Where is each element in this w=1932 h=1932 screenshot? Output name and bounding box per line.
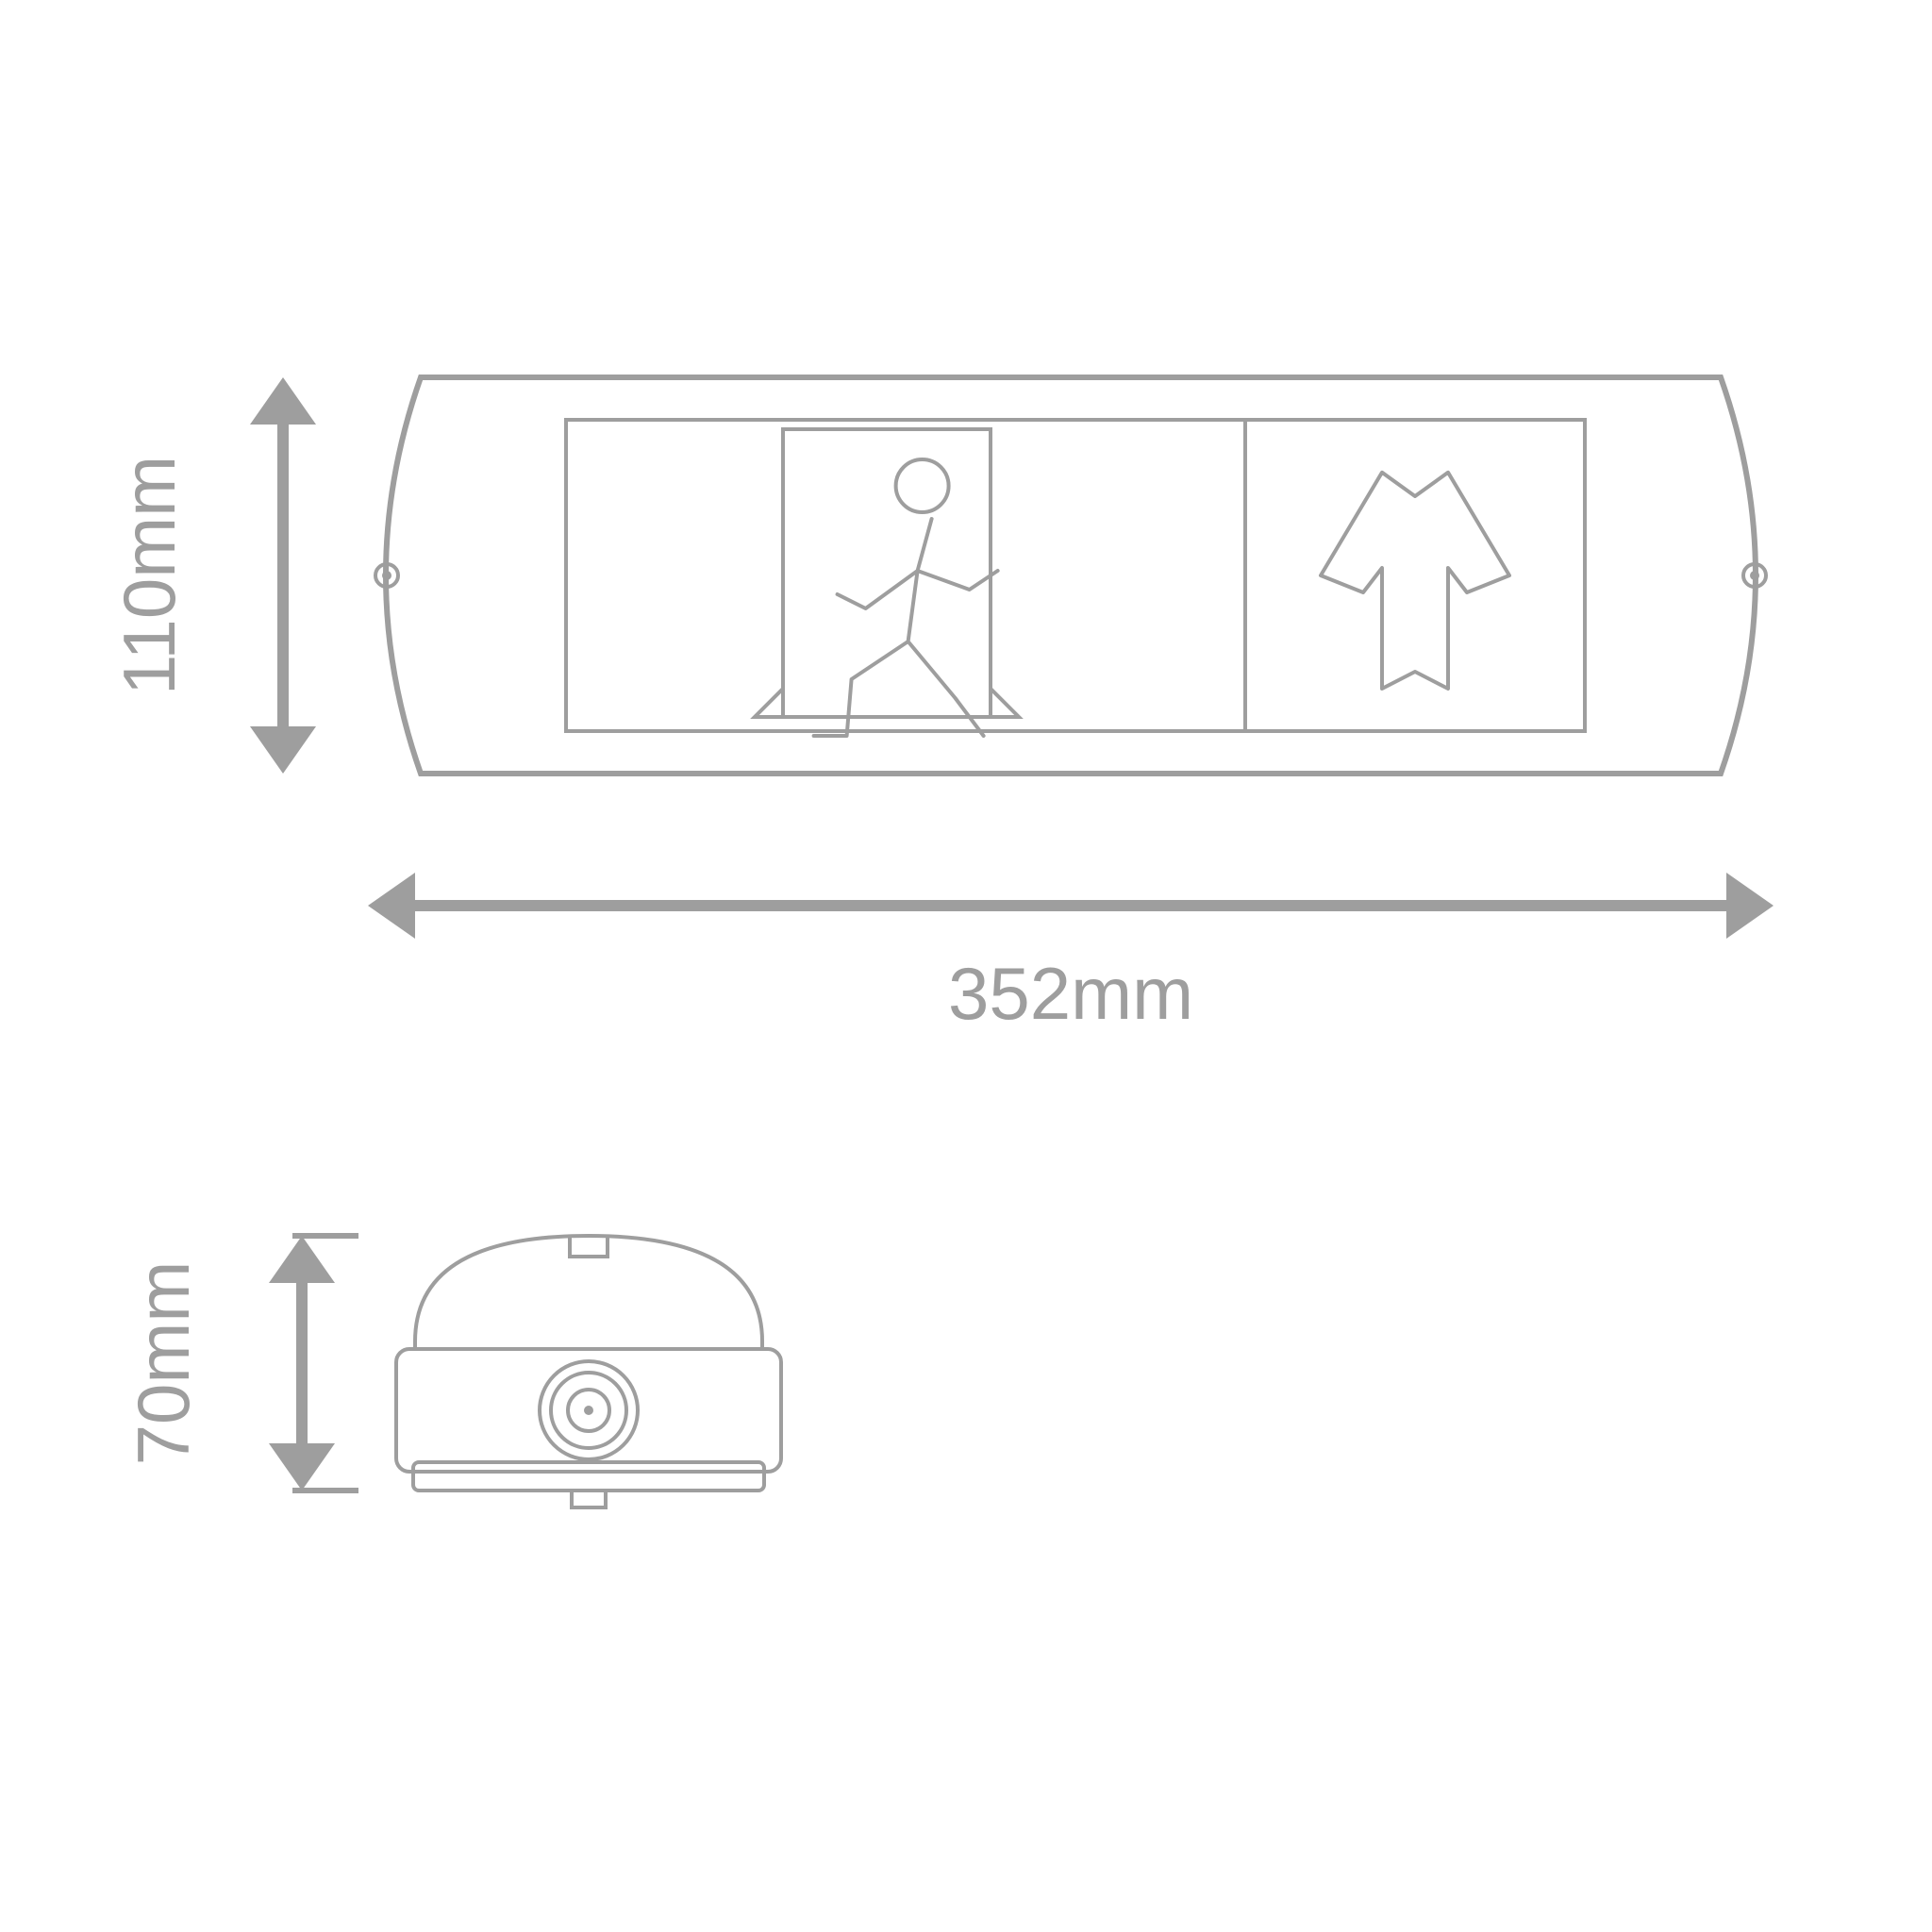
width-dimension-label: 352mm <box>948 952 1193 1035</box>
side-dome <box>415 1236 762 1349</box>
legend-panel <box>566 420 1585 731</box>
width-dimension: 352mm <box>368 873 1774 1035</box>
depth-dimension-label: 70mm <box>122 1261 205 1466</box>
up-arrow-icon <box>1321 473 1509 689</box>
height-dimension: 110mm <box>108 377 316 774</box>
height-dimension-label: 110mm <box>108 456 191 695</box>
enclosure-outline <box>386 377 1756 774</box>
screw-hole-0-center <box>382 571 391 580</box>
side-notch <box>570 1236 608 1257</box>
front-view <box>375 377 1766 774</box>
screw-hole-1-center <box>1750 571 1759 580</box>
door-threshold-left <box>755 689 783 717</box>
door-threshold-right <box>991 689 1019 717</box>
side-gland <box>572 1491 606 1507</box>
side-view <box>396 1236 781 1507</box>
exit-door <box>783 429 991 717</box>
running-man-icon <box>814 519 998 736</box>
side-boss-center <box>584 1406 593 1415</box>
running-man-head <box>896 459 949 512</box>
depth-dimension: 70mm <box>122 1236 358 1491</box>
side-base-lower <box>413 1462 764 1491</box>
